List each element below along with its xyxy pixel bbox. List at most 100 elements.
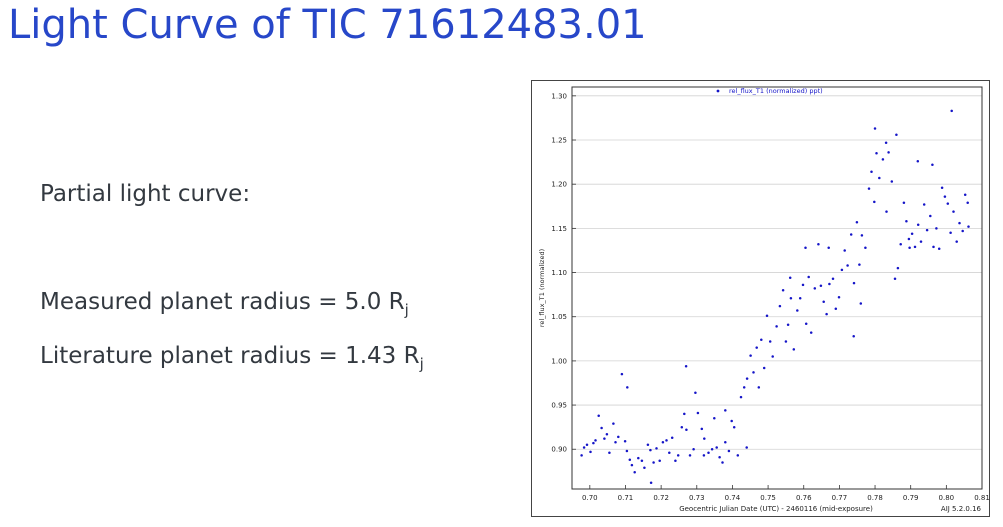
data-point xyxy=(916,159,920,163)
data-point xyxy=(623,440,627,443)
data-point xyxy=(916,223,920,227)
x-tick-label: 0.70 xyxy=(582,494,598,502)
data-point xyxy=(807,275,810,279)
data-point xyxy=(692,447,695,451)
data-point xyxy=(855,220,859,224)
data-point xyxy=(819,284,823,288)
data-point xyxy=(752,371,755,374)
data-point xyxy=(778,304,782,308)
data-point xyxy=(893,277,897,280)
data-point xyxy=(643,466,646,470)
data-point xyxy=(710,447,714,451)
x-tick-label: 0.78 xyxy=(867,494,883,502)
footer-version-label: AIJ 5.2.0.16 xyxy=(941,505,982,513)
legend-label: rel_flux_T1 (normalized) ppt) xyxy=(729,87,823,95)
data-point xyxy=(828,282,831,286)
data-point xyxy=(730,419,733,423)
light-curve-plot: 0.90 0.95 1.00 1.05 1.10 1.15 1.20 1.25 1.30 0.7… xyxy=(538,86,990,513)
data-point xyxy=(937,247,941,250)
data-point xyxy=(852,281,856,285)
data-point xyxy=(946,202,950,205)
x-axis-label: Geocentric Julian Date (UTC) - 2460116 (… xyxy=(679,505,873,513)
data-point xyxy=(910,232,914,235)
data-point xyxy=(784,340,788,343)
data-point xyxy=(637,456,640,460)
data-point xyxy=(963,193,967,197)
data-point xyxy=(694,391,697,394)
literature-radius-text: Literature planet radius = 1.43 Rj xyxy=(40,343,424,373)
data-point xyxy=(715,446,718,449)
data-point xyxy=(958,221,961,225)
data-point xyxy=(843,249,846,252)
data-point xyxy=(605,432,609,436)
data-point xyxy=(649,481,653,485)
data-point xyxy=(630,463,634,467)
data-point xyxy=(658,459,661,462)
data-point xyxy=(739,395,743,399)
measured-radius-label: Measured planet radius = 5.0 R xyxy=(40,289,405,315)
x-tick-label: 0.71 xyxy=(618,494,634,502)
data-point xyxy=(831,277,835,280)
data-point xyxy=(878,176,881,180)
data-point xyxy=(713,417,716,420)
data-point xyxy=(860,234,864,237)
data-point xyxy=(840,268,844,272)
data-point xyxy=(707,451,710,455)
data-point xyxy=(908,246,911,250)
data-point xyxy=(925,228,929,232)
y-tick-label: 1.15 xyxy=(551,225,567,233)
data-point xyxy=(612,422,615,425)
data-point xyxy=(768,340,772,343)
data-point xyxy=(640,459,644,462)
data-point xyxy=(625,449,629,453)
data-point xyxy=(582,446,586,449)
data-point xyxy=(789,296,793,300)
data-point xyxy=(665,439,668,442)
data-point xyxy=(700,427,704,431)
data-point xyxy=(798,296,802,300)
data-point xyxy=(626,386,629,389)
data-point xyxy=(628,458,632,462)
data-point xyxy=(849,233,853,236)
data-point xyxy=(608,451,611,455)
data-point xyxy=(788,276,792,280)
data-point xyxy=(683,412,686,416)
data-point xyxy=(859,302,863,305)
data-point xyxy=(940,186,944,189)
data-point xyxy=(913,245,917,249)
x-tick-label: 0.79 xyxy=(903,494,919,502)
y-tick-label: 1.30 xyxy=(551,92,567,100)
data-point xyxy=(950,109,953,113)
y-tick-label: 1.00 xyxy=(551,357,567,365)
data-point xyxy=(858,263,861,266)
data-point xyxy=(760,338,763,341)
data-point xyxy=(745,377,749,380)
data-point xyxy=(765,314,769,318)
data-point xyxy=(804,246,807,250)
data-point xyxy=(792,348,796,351)
data-point xyxy=(603,437,606,440)
x-tick-label: 0.75 xyxy=(760,494,776,502)
data-point xyxy=(949,231,952,235)
data-point xyxy=(834,307,838,311)
data-point xyxy=(742,386,746,389)
data-point xyxy=(943,195,947,198)
data-point xyxy=(702,454,706,457)
data-point xyxy=(721,461,724,464)
data-point xyxy=(935,227,938,230)
data-point xyxy=(825,312,828,316)
data-point xyxy=(755,346,758,349)
data-point xyxy=(633,470,636,474)
data-point xyxy=(870,170,873,174)
data-point xyxy=(801,283,805,287)
literature-radius-subscript: j xyxy=(419,355,424,373)
data-point xyxy=(649,448,652,452)
data-point xyxy=(817,243,820,246)
x-tick-label: 0.74 xyxy=(725,494,741,502)
data-point xyxy=(902,201,906,204)
data-point xyxy=(796,309,799,312)
data-point xyxy=(745,446,748,449)
y-tick-label: 0.90 xyxy=(551,446,567,454)
data-point xyxy=(907,237,911,241)
y-tick-labels: 0.90 0.95 1.00 1.05 1.10 1.15 1.20 1.25 1.30 xyxy=(551,92,567,453)
